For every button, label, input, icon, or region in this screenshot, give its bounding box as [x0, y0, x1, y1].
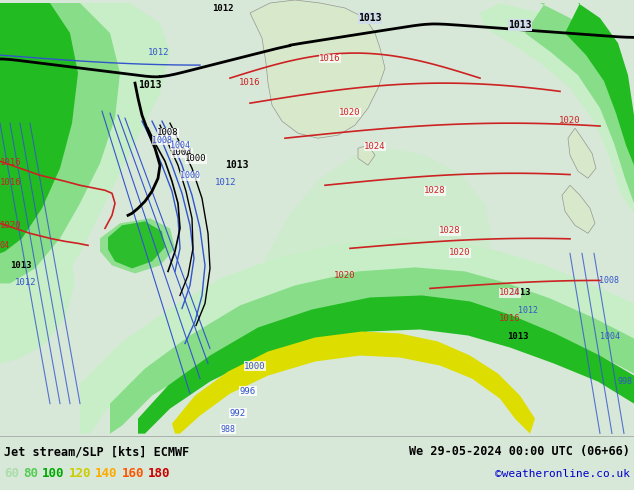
Text: 1004: 1004 [600, 332, 620, 341]
Text: 1008: 1008 [152, 136, 172, 145]
Polygon shape [0, 3, 120, 283]
Text: 1020: 1020 [450, 248, 471, 257]
Text: 1013: 1013 [225, 160, 249, 170]
Text: 1004: 1004 [171, 148, 193, 157]
Polygon shape [108, 221, 165, 269]
Polygon shape [250, 0, 385, 138]
Polygon shape [0, 3, 170, 314]
Text: 1020: 1020 [0, 221, 22, 230]
Text: 1020: 1020 [339, 108, 361, 117]
Text: 1008: 1008 [157, 128, 179, 137]
Text: 992: 992 [230, 409, 246, 417]
Polygon shape [568, 128, 596, 178]
Polygon shape [0, 3, 70, 48]
Polygon shape [0, 183, 75, 364]
Polygon shape [138, 295, 634, 434]
Text: 1028: 1028 [439, 226, 461, 235]
Text: 1012: 1012 [215, 178, 236, 187]
Text: 1013: 1013 [507, 332, 529, 341]
Text: 1028: 1028 [424, 186, 446, 196]
Polygon shape [172, 332, 535, 434]
Polygon shape [100, 219, 175, 273]
Text: 1024: 1024 [365, 142, 385, 151]
Text: 80: 80 [23, 467, 38, 480]
Polygon shape [0, 3, 78, 253]
Polygon shape [358, 145, 375, 165]
Polygon shape [265, 148, 492, 334]
Text: 1000: 1000 [244, 362, 266, 370]
Text: 1012: 1012 [148, 48, 169, 57]
Text: 1012: 1012 [518, 306, 538, 316]
Text: 140: 140 [95, 467, 117, 480]
Text: 160: 160 [122, 467, 144, 480]
Polygon shape [80, 238, 634, 434]
Text: 1013: 1013 [138, 80, 162, 90]
Text: ©weatheronline.co.uk: ©weatheronline.co.uk [495, 469, 630, 479]
Text: 1024: 1024 [499, 289, 521, 297]
Text: 100: 100 [42, 467, 65, 480]
Text: 998: 998 [618, 377, 633, 386]
Polygon shape [480, 3, 634, 213]
Text: 988: 988 [221, 425, 235, 434]
Text: 1012: 1012 [15, 278, 37, 288]
Text: 1004: 1004 [170, 141, 190, 150]
Text: 60: 60 [4, 467, 19, 480]
Text: 1016: 1016 [239, 78, 261, 87]
Text: 1016: 1016 [320, 54, 340, 63]
Polygon shape [562, 185, 595, 233]
Text: 1013: 1013 [10, 261, 32, 270]
Text: 120: 120 [68, 467, 91, 480]
Polygon shape [565, 3, 634, 165]
Text: 1000: 1000 [180, 172, 200, 180]
Text: 1000: 1000 [185, 154, 207, 163]
Text: 1020: 1020 [334, 271, 356, 280]
Text: 180: 180 [148, 467, 171, 480]
Text: 996: 996 [240, 387, 256, 395]
Text: 1008: 1008 [599, 276, 619, 285]
Text: 04: 04 [0, 242, 10, 250]
Text: 1012: 1012 [212, 4, 233, 13]
Text: 1016: 1016 [499, 315, 521, 323]
Polygon shape [110, 268, 634, 434]
Text: Jet stream/SLP [kts] ECMWF: Jet stream/SLP [kts] ECMWF [4, 445, 190, 458]
Polygon shape [525, 3, 634, 203]
Text: 1013: 1013 [358, 13, 382, 23]
Text: 1013: 1013 [509, 289, 531, 297]
Text: We 29-05-2024 00:00 UTC (06+66): We 29-05-2024 00:00 UTC (06+66) [409, 445, 630, 458]
Text: 1016: 1016 [0, 158, 22, 167]
Text: 1013: 1013 [508, 20, 532, 30]
Text: 1020: 1020 [559, 116, 581, 125]
Text: 1016: 1016 [0, 178, 22, 187]
